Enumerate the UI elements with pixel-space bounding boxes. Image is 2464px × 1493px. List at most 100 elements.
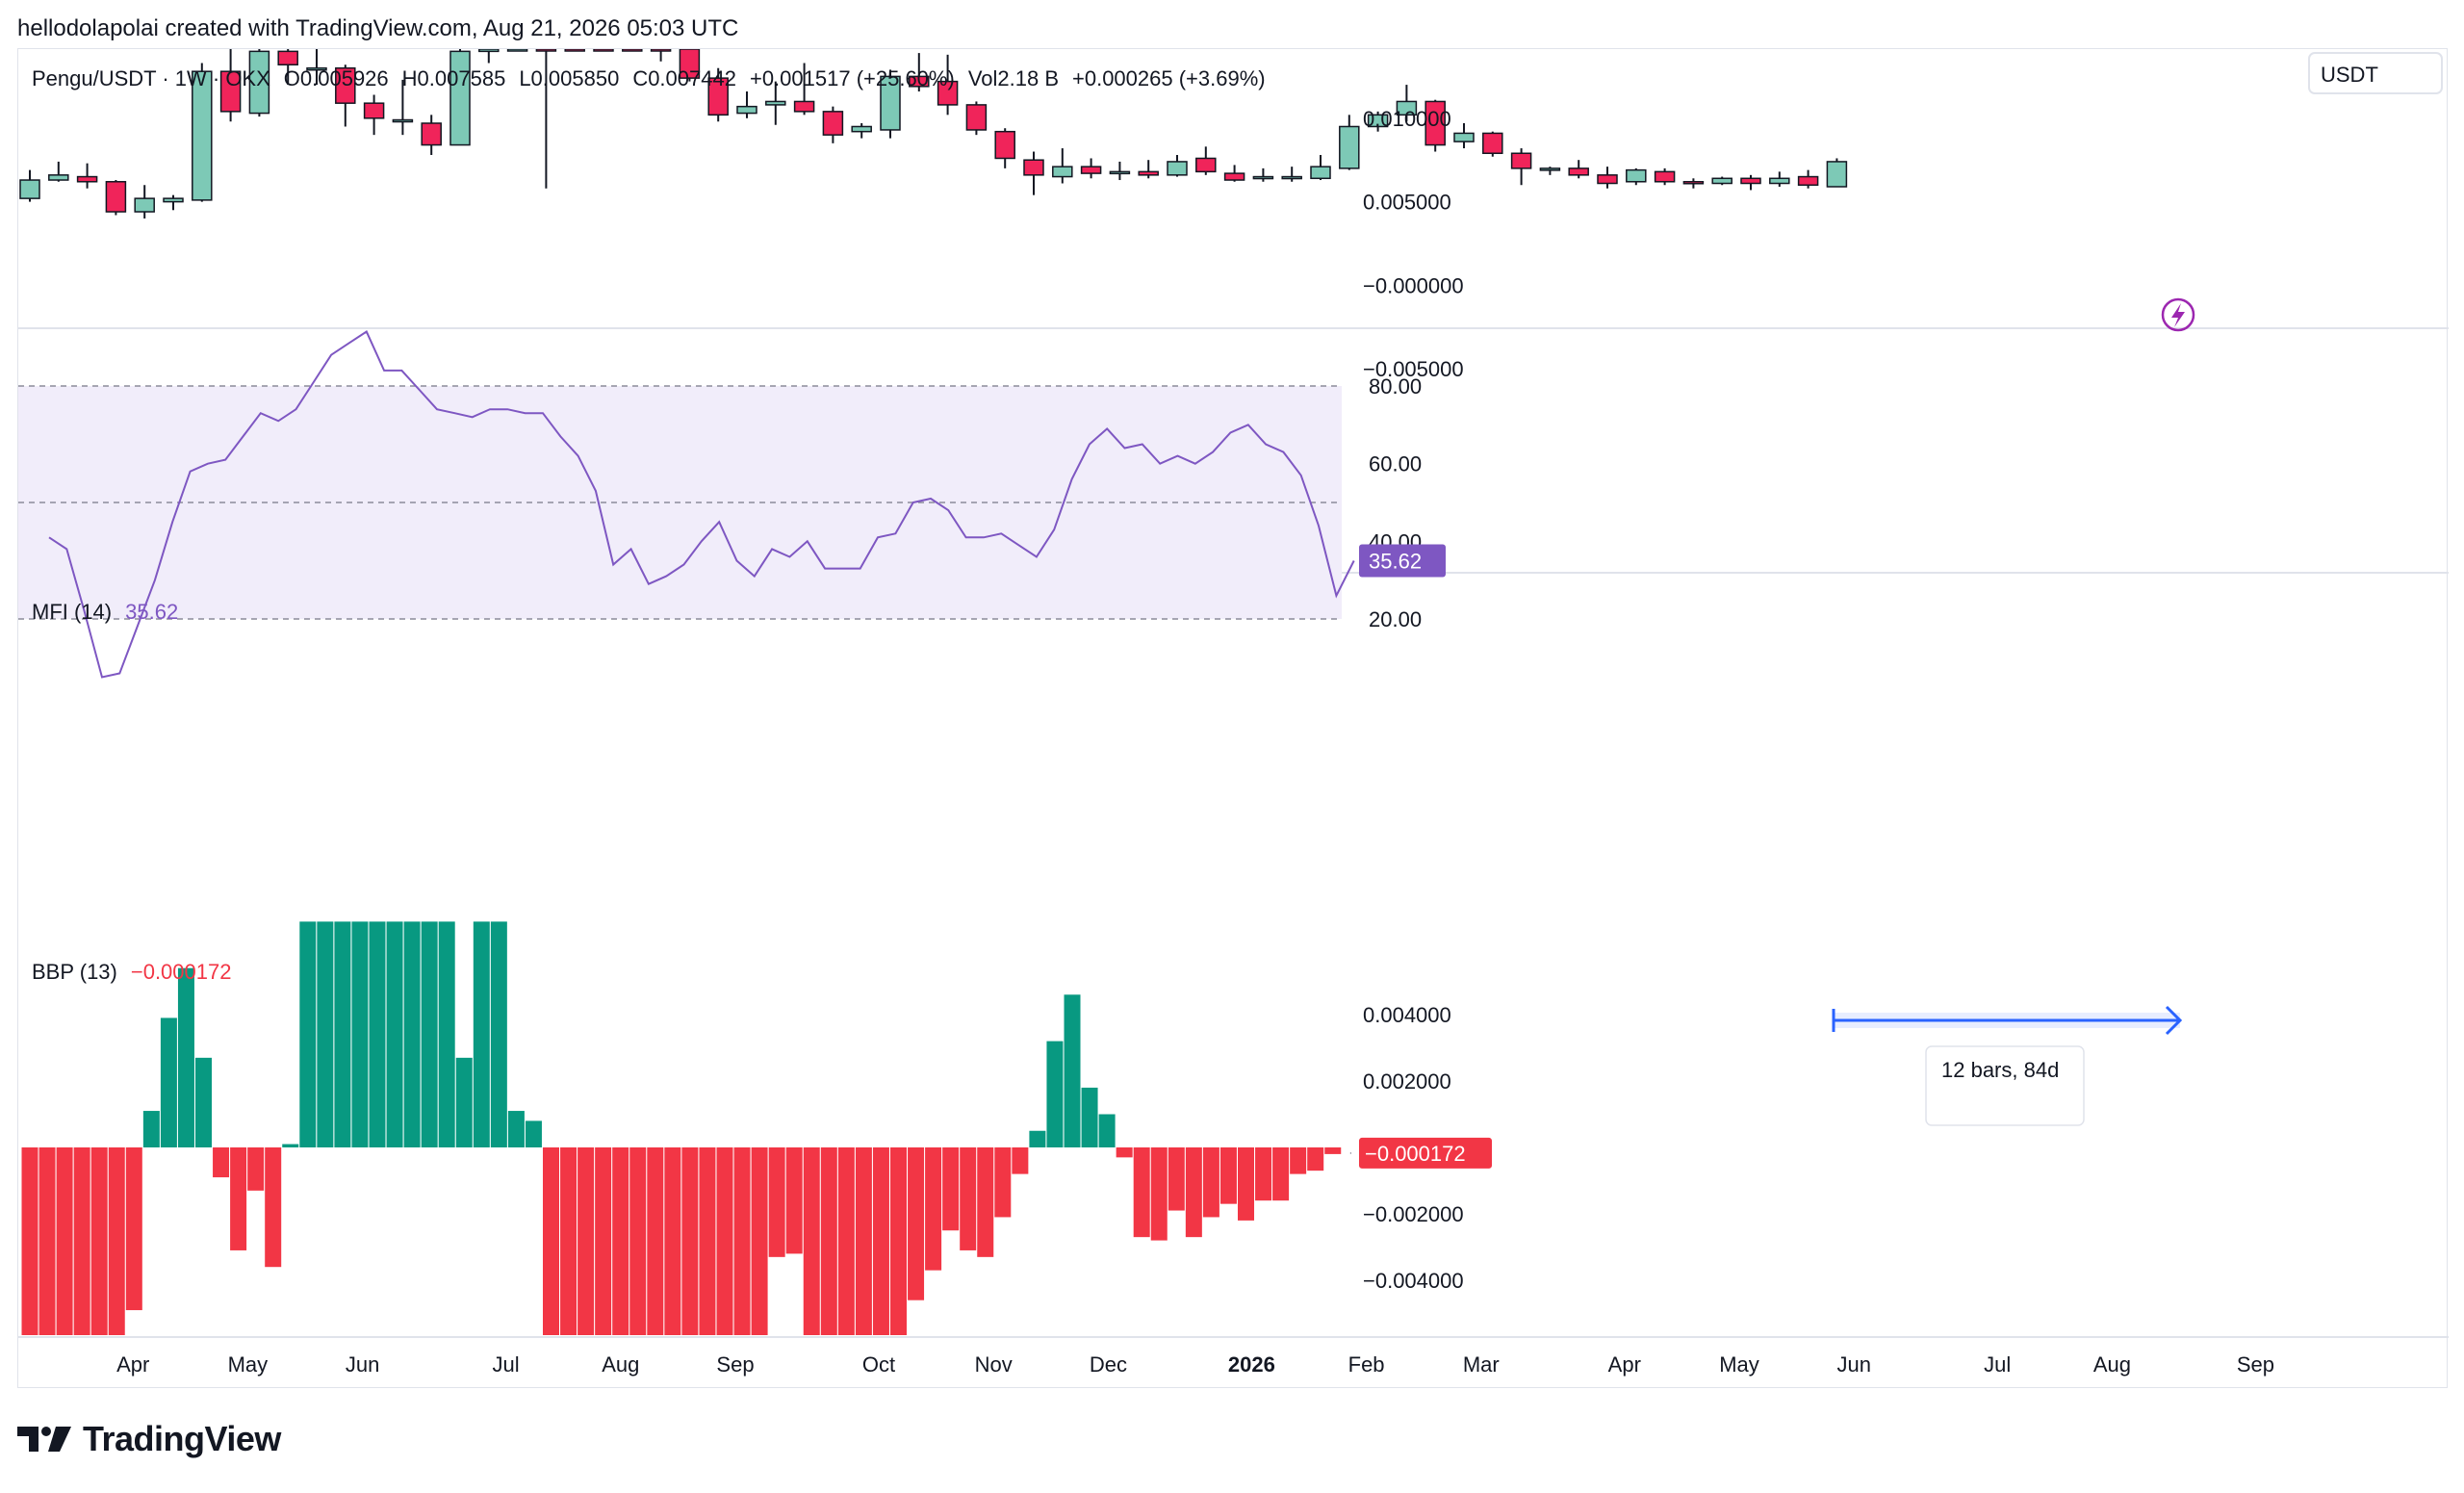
bbp-bar-negative	[265, 1147, 282, 1268]
candle-up	[134, 197, 155, 213]
currency-label: USDT	[2321, 63, 2378, 87]
mfi-title: MFI (14)	[32, 600, 112, 624]
tradingview-logo[interactable]: TradingView	[17, 1419, 281, 1459]
candle-down	[593, 49, 614, 52]
time-axis-label: Aug	[2093, 1352, 2131, 1377]
bbp-bar-negative	[1202, 1147, 1219, 1218]
bbp-bar-positive	[334, 921, 351, 1147]
brand-name: TradingView	[83, 1419, 281, 1458]
time-axis-label: Dec	[1090, 1352, 1127, 1377]
candle-up	[1769, 177, 1790, 185]
bbp-bar-negative	[699, 1147, 716, 1335]
bbp-tick-label: −0.002000	[1363, 1202, 1464, 1226]
price-axis[interactable]: 0.0150000.0100000.005000−0.000000−0.0050…	[116, 49, 2443, 1377]
symbol-legend: Pengu/USDT · 1W · OKX O0.005926 H0.007585 L…	[32, 66, 1266, 90]
chart-frame: 12 bars, 84d 0.0150000.0100000.005000−0.…	[17, 48, 2449, 1389]
candle-down	[335, 66, 356, 104]
candle-up	[765, 100, 786, 106]
candle-down	[650, 49, 672, 52]
measure-label: 12 bars, 84d	[1941, 1058, 2059, 1082]
high-value: H0.007585	[402, 66, 506, 90]
candle-down	[1195, 157, 1217, 173]
bbp-bar-negative	[1133, 1147, 1150, 1238]
chart-svg[interactable]: 12 bars, 84d 0.0150000.0100000.005000−0.…	[18, 49, 2449, 1389]
change-value: +0.001517 (+25.60%)	[750, 66, 955, 90]
time-axis-label: Oct	[862, 1352, 895, 1377]
mfi-last-value-badge	[1359, 544, 1446, 578]
candle-down	[76, 175, 98, 183]
candle-down	[1510, 152, 1532, 169]
bbp-last-value-badge	[1359, 1137, 1492, 1169]
candle-down	[1223, 172, 1245, 181]
price-pane[interactable]	[19, 49, 1848, 219]
bbp-last-value: −0.000172	[1365, 1142, 1466, 1166]
bbp-bar-negative	[1116, 1147, 1133, 1158]
bbp-bar-negative	[785, 1147, 803, 1254]
bbp-bar-negative	[1307, 1147, 1324, 1171]
candle-up	[1310, 166, 1331, 180]
candle-up	[306, 66, 327, 71]
time-axis-label: Sep	[2237, 1352, 2274, 1377]
low-value: L0.005850	[519, 66, 619, 90]
mfi-legend-value: 35.62	[125, 600, 178, 624]
bbp-bar-positive	[438, 921, 455, 1147]
time-axis-label: Jul	[493, 1352, 520, 1377]
bbp-bar-positive	[455, 1057, 473, 1147]
bbp-tick-label: −0.004000	[1363, 1269, 1464, 1293]
bbp-bar-positive	[525, 1120, 542, 1147]
candle-down	[1080, 166, 1102, 174]
candle-down	[1740, 177, 1761, 185]
candle-down	[535, 49, 557, 52]
bbp-bar-negative	[125, 1147, 142, 1311]
candle-down	[793, 100, 815, 113]
candle-down	[1682, 181, 1705, 185]
mfi-pane[interactable]	[18, 330, 1355, 679]
time-axis-label: May	[228, 1352, 269, 1377]
bbp-bar-negative	[716, 1147, 733, 1335]
bbp-bar-negative	[213, 1147, 230, 1178]
candle-down	[105, 181, 127, 213]
bbp-bar-negative	[108, 1147, 125, 1335]
bbp-tick-label: 0.004000	[1363, 1003, 1451, 1027]
candle-down	[1138, 170, 1159, 176]
time-axis-label: Jul	[1984, 1352, 2011, 1377]
bbp-bar-positive	[1046, 1041, 1064, 1147]
bbp-bar-negative	[803, 1147, 820, 1335]
bbp-bar-negative	[872, 1147, 889, 1335]
bbp-bar-negative	[1168, 1147, 1185, 1211]
candle-up	[1626, 168, 1647, 183]
bbp-bar-negative	[1150, 1147, 1168, 1241]
candle-down	[421, 122, 442, 146]
tradingview-logo-icon	[17, 1427, 71, 1452]
close-value: C0.007442	[632, 66, 736, 90]
bbp-bar-positive	[369, 921, 386, 1147]
candle-up	[1109, 170, 1131, 175]
bbp-bar-negative	[1012, 1147, 1029, 1174]
bbp-bar-negative	[681, 1147, 699, 1335]
bbp-bar-negative	[38, 1147, 56, 1335]
currency-selector[interactable]	[2308, 52, 2443, 94]
bbp-legend: BBP (13) −0.000172	[32, 960, 231, 984]
time-axis-label: Sep	[716, 1352, 754, 1377]
bbp-bar-negative	[21, 1147, 38, 1335]
bbp-bar-positive	[195, 1057, 212, 1147]
time-axis-label: Aug	[602, 1352, 639, 1377]
bbp-bar-negative	[247, 1147, 265, 1191]
bbp-bar-negative	[612, 1147, 629, 1335]
time-axis-label: Mar	[1463, 1352, 1500, 1377]
candle-down	[1654, 170, 1676, 183]
candle-up	[19, 179, 40, 199]
price-tick-label: 0.005000	[1363, 191, 1451, 215]
candle-down	[363, 102, 385, 119]
candle-up	[1826, 161, 1848, 188]
mfi-last-value: 35.62	[1369, 550, 1422, 574]
candle-down	[965, 104, 988, 131]
candle-up	[1711, 177, 1732, 185]
bbp-bar-negative	[647, 1147, 664, 1335]
bbp-bar-positive	[421, 921, 438, 1147]
bbp-bar-negative	[768, 1147, 785, 1257]
bbp-bar-negative	[73, 1147, 90, 1335]
bbp-pane[interactable]: 12 bars, 84d	[21, 921, 2183, 1335]
candle-up	[1396, 100, 1418, 116]
bbp-bar-negative	[960, 1147, 977, 1250]
